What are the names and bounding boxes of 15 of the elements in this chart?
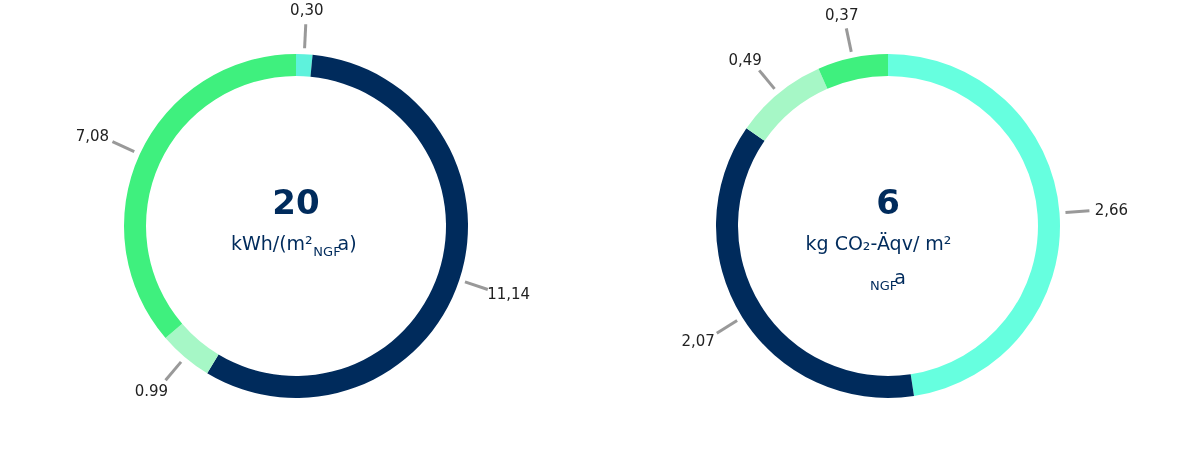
donut-slice xyxy=(207,54,468,398)
text: 6 xyxy=(876,182,900,222)
data-label: 0.99 xyxy=(134,381,169,400)
donut-slice xyxy=(296,54,313,77)
data-label: 2,66 xyxy=(1094,200,1129,219)
text: 20 xyxy=(272,182,320,222)
data-label: 0,30 xyxy=(290,1,324,20)
data-label: 2,07 xyxy=(681,331,715,350)
donut-slice xyxy=(818,54,888,89)
data-label: 7,08 xyxy=(75,126,110,145)
donut-slice xyxy=(165,323,219,374)
donut-slice xyxy=(746,68,828,141)
data-label: 0,37 xyxy=(825,5,859,24)
data-label: 11,14 xyxy=(487,284,531,303)
data-label: 0,49 xyxy=(728,50,762,69)
